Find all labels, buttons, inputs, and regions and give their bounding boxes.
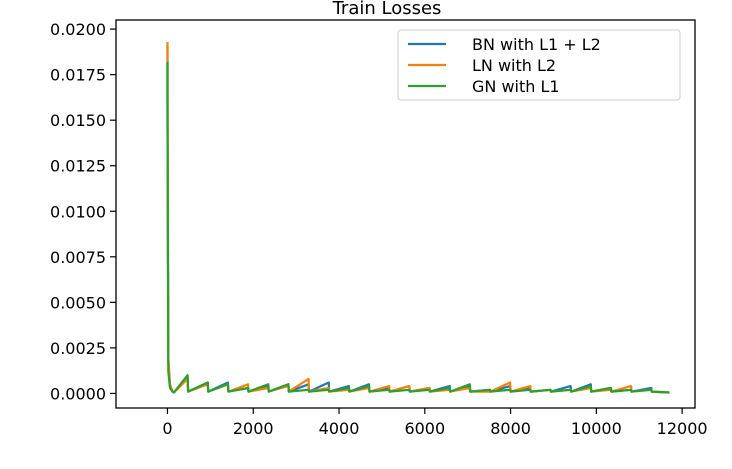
y-tick-label: 0.0075 xyxy=(50,248,106,267)
plot-frame xyxy=(115,19,696,409)
legend-box xyxy=(397,29,681,101)
axes-layer: 0 2000 4000 6000 8000 10000 12000 0.0000 0.0025 0… xyxy=(50,19,708,438)
legend: BN with L1 + L2 LN with L2 GN with L1 xyxy=(397,29,681,101)
legend-label-1: BN with L1 + L2 xyxy=(472,35,601,54)
y-tick-label: 0.0125 xyxy=(50,157,106,176)
y-tick-label: 0.0200 xyxy=(50,20,106,39)
y-tick-label: 0.0050 xyxy=(50,293,106,312)
x-tick-label: 2000 xyxy=(233,419,274,438)
legend-label-3: GN with L1 xyxy=(472,77,560,96)
x-tick-label: 4000 xyxy=(319,419,360,438)
series-line-3 xyxy=(166,61,670,394)
x-tick-label: 8000 xyxy=(490,419,531,438)
y-tick-label: 0.0100 xyxy=(50,202,106,221)
x-tick-label: 10000 xyxy=(571,419,622,438)
y-tick-label: 0.0000 xyxy=(50,384,106,403)
x-tick-label: 6000 xyxy=(404,419,445,438)
legend-label-2: LN with L2 xyxy=(472,56,556,75)
series-layer xyxy=(166,41,670,394)
y-tick-label: 0.0175 xyxy=(50,66,106,85)
chart-title: Train Losses xyxy=(332,0,442,19)
y-tick-label: 0.0150 xyxy=(50,111,106,130)
y-tick-label: 0.0025 xyxy=(50,339,106,358)
x-tick-label: 0 xyxy=(162,419,172,438)
x-tick-label: 12000 xyxy=(657,419,708,438)
